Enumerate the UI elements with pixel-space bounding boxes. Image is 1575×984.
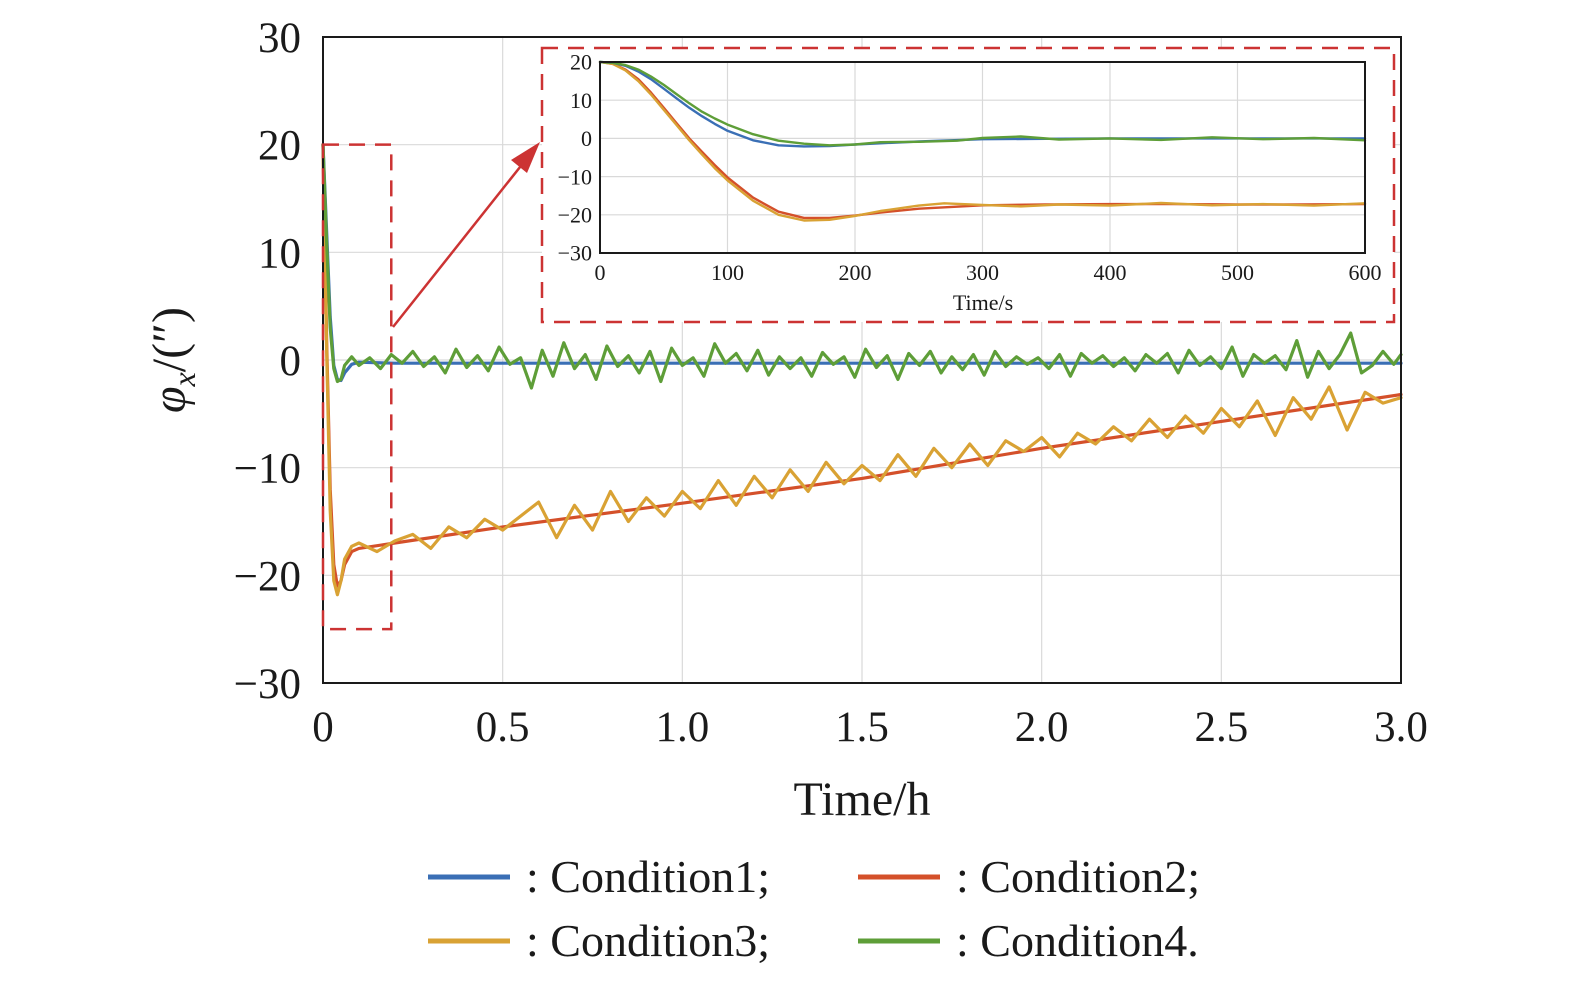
y-label-symbol: φ: [143, 386, 196, 413]
inset-x-tick-label: 600: [1349, 260, 1382, 285]
inset-plot-frame: [599, 61, 1366, 254]
zoom-arrowhead: [511, 142, 540, 173]
inset-x-tick-label: 0: [595, 260, 606, 285]
inset-x-tick-label: 200: [839, 260, 872, 285]
inset-y-tick-label: 20: [570, 50, 592, 75]
inset-y-tick-label: 0: [581, 126, 592, 151]
main-x-axis-label: Time/h: [794, 773, 931, 826]
zoom-region-box: [321, 143, 393, 631]
inset-x-tick-label: 500: [1221, 260, 1254, 285]
inset-y-tick-label: −10: [558, 164, 592, 189]
inset-y-tick-label: 10: [570, 88, 592, 113]
main-y-tick-label: −20: [234, 553, 301, 600]
legend-item-condition3: : Condition3;: [428, 915, 770, 966]
main-x-tick-labels: 0 0.5 1.0 1.5 2.0 2.5 3.0: [312, 704, 1428, 751]
zoom-arrow: [392, 156, 529, 328]
main-y-axis-label: φx/(″): [143, 307, 202, 413]
legend-label-condition4: : Condition4.: [956, 915, 1199, 966]
main-y-tick-label: 10: [258, 230, 301, 277]
legend-item-condition1: : Condition1;: [428, 851, 770, 902]
inset-x-axis-label: Time/s: [953, 290, 1013, 315]
inset-series-condition3: [598, 60, 1367, 222]
main-x-tick-label: 3.0: [1374, 704, 1428, 751]
main-series-condition3: [321, 143, 1403, 597]
legend-label-condition1: : Condition1;: [526, 851, 770, 902]
main-series: [321, 143, 1403, 597]
inset-y-tick-labels: 20 10 0 −10 −20 −30: [558, 50, 592, 266]
inset-series-condition4: [598, 60, 1367, 147]
inset-x-tick-label: 400: [1094, 260, 1127, 285]
main-x-tick-label: 0.5: [476, 704, 530, 751]
inset-dashed-border: [540, 46, 1396, 324]
y-label-subscript: x: [166, 372, 202, 387]
inset-series-condition2: [598, 60, 1367, 220]
y-label-unit: /(″): [143, 307, 196, 372]
main-x-tick-label: 2.5: [1194, 704, 1248, 751]
main-y-tick-label: −30: [234, 661, 301, 708]
inset-y-tick-label: −30: [558, 241, 592, 266]
legend-label-condition2: : Condition2;: [956, 851, 1200, 902]
legend-item-condition2: : Condition2;: [858, 851, 1200, 902]
main-y-tick-label: 0: [280, 338, 302, 385]
legend: : Condition1; : Condition2; : Condition3…: [428, 851, 1200, 966]
legend-item-condition4: : Condition4.: [858, 915, 1199, 966]
inset-series: [598, 60, 1367, 222]
main-x-tick-label: 0: [312, 704, 334, 751]
main-y-tick-label: 30: [258, 15, 301, 62]
inset-y-tick-label: −20: [558, 203, 592, 228]
inset-x-tick-label: 300: [966, 260, 999, 285]
main-x-tick-label: 2.0: [1015, 704, 1069, 751]
main-y-tick-labels: 30 20 10 0 −10 −20 −30: [234, 15, 301, 708]
main-series-condition4: [321, 143, 1403, 390]
legend-label-condition3: : Condition3;: [526, 915, 770, 966]
main-y-tick-label: 20: [258, 123, 301, 170]
main-x-tick-label: 1.0: [655, 704, 709, 751]
main-y-tick-label: −10: [234, 446, 301, 493]
main-x-tick-label: 1.5: [835, 704, 889, 751]
inset-background: [542, 48, 1394, 322]
inset-x-tick-labels: 0 100 200 300 400 500 600: [595, 260, 1382, 285]
inset-x-tick-label: 100: [711, 260, 744, 285]
